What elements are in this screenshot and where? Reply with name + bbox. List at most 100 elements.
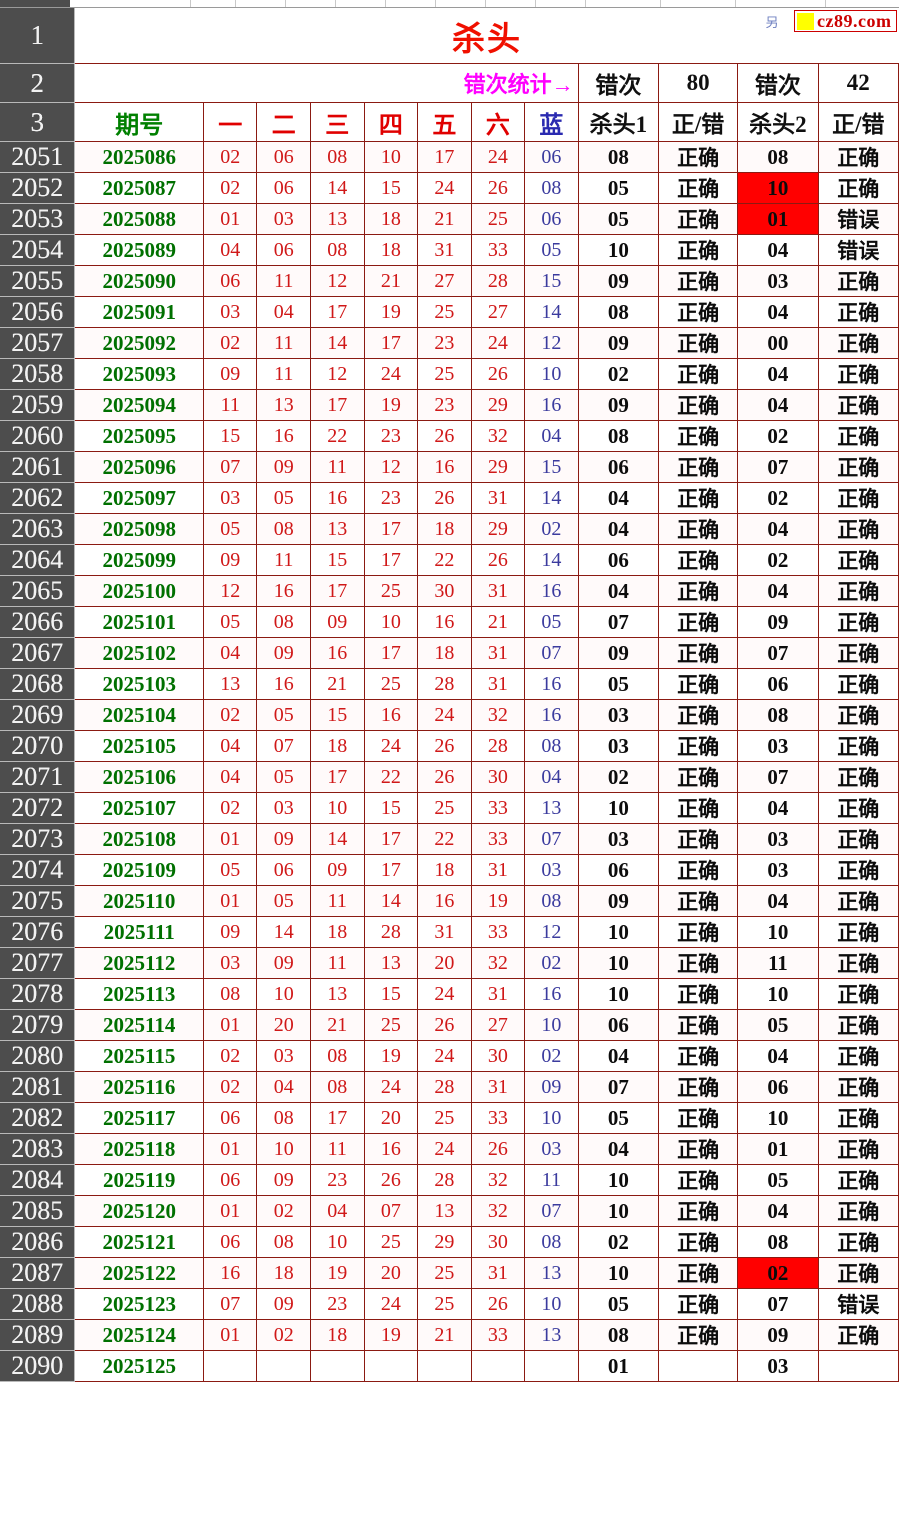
cell-issue[interactable]: 2025121 [74,1226,204,1258]
cell-issue[interactable]: 2025103 [74,668,204,700]
cell-issue[interactable]: 2025096 [74,451,204,483]
cell-issue[interactable]: 2025111 [74,916,204,948]
cell-issue[interactable]: 2025104 [74,699,204,731]
header-kill1-result[interactable]: 正/错 [657,102,739,142]
cell-ball-6: 33 [470,823,526,855]
header-kill1[interactable]: 杀头1 [577,102,659,142]
cell-ball-3: 08 [310,234,365,266]
cell-ball-blue: 06 [524,141,579,173]
cell-issue[interactable]: 2025100 [74,575,204,607]
sheet-row-number: 2077 [0,947,76,979]
cell-issue[interactable]: 2025088 [74,203,204,235]
cell-issue[interactable]: 2025089 [74,234,204,266]
header-ball-4[interactable]: 四 [363,102,419,142]
cell-issue[interactable]: 2025091 [74,296,204,328]
sheet-row-number: 2065 [0,575,76,607]
cell-issue[interactable]: 2025116 [74,1071,204,1103]
cell-ball-2: 04 [256,1071,312,1103]
cell-issue[interactable]: 2025098 [74,513,204,545]
cell-ball-5: 25 [417,296,472,328]
cell-ball-4: 19 [363,389,419,421]
cell-ball-1: 02 [202,1040,258,1072]
cell-ball-2: 05 [256,885,312,917]
header-ball-2[interactable]: 二 [256,102,312,142]
cell-ball-5: 16 [417,885,472,917]
cell-issue[interactable]: 2025115 [74,1040,204,1072]
cell-issue[interactable]: 2025101 [74,606,204,638]
cell-ball-2: 16 [256,668,312,700]
cell-ball-3: 12 [310,358,365,390]
header-ball-5[interactable]: 五 [417,102,472,142]
cell-ball-3: 19 [310,1257,365,1289]
cell-issue[interactable]: 2025092 [74,327,204,359]
cell-issue[interactable]: 2025114 [74,1009,204,1041]
cell-issue[interactable]: 2025093 [74,358,204,390]
cell-issue[interactable]: 2025099 [74,544,204,576]
cell-kill1: 04 [577,575,659,607]
header-issue[interactable]: 期号 [74,102,204,142]
cell-issue[interactable]: 2025090 [74,265,204,297]
cell-issue[interactable]: 2025120 [74,1195,204,1227]
cell-issue[interactable]: 2025112 [74,947,204,979]
cell-kill2: 02 [737,1257,819,1289]
cell-ball-blue: 13 [524,1257,579,1289]
table-row: 2083 2025118 01 10 11 16 24 26 03 04 正确 01 正确 [0,1133,899,1165]
cell-ball-1: 08 [202,978,258,1010]
cell-issue[interactable]: 2025105 [74,730,204,762]
header-ball-1[interactable]: 一 [202,102,258,142]
cell-issue[interactable]: 2025094 [74,389,204,421]
cell-kill1-result: 正确 [657,575,739,607]
cell-ball-4: 12 [363,451,419,483]
cell-ball-2: 08 [256,1226,312,1258]
table-row: 2065 2025100 12 16 17 25 30 31 16 04 正确 04 正确 [0,575,899,607]
header-ball-6[interactable]: 六 [470,102,526,142]
cell-ball-3: 17 [310,296,365,328]
header-kill2[interactable]: 杀头2 [737,102,819,142]
cell-issue[interactable]: 2025095 [74,420,204,452]
cell-ball-5: 17 [417,141,472,173]
sheet-row-number: 2085 [0,1195,76,1227]
cell-issue[interactable]: 2025118 [74,1133,204,1165]
header-ball-3[interactable]: 三 [310,102,365,142]
cell-kill2: 07 [737,451,819,483]
cell-issue[interactable]: 2025124 [74,1319,204,1351]
cell-issue[interactable]: 2025117 [74,1102,204,1134]
cell-kill2-result: 正确 [817,1226,899,1258]
cell-issue[interactable]: 2025107 [74,792,204,824]
cell-issue[interactable]: 2025087 [74,172,204,204]
cell-kill1: 04 [577,1133,659,1165]
cell-kill1: 08 [577,1319,659,1351]
cell-issue[interactable]: 2025110 [74,885,204,917]
cell-issue[interactable]: 2025109 [74,854,204,886]
cell-issue[interactable]: 2025102 [74,637,204,669]
cell-kill1: 09 [577,885,659,917]
cell-issue[interactable]: 2025106 [74,761,204,793]
cell-ball-6: 33 [470,792,526,824]
cell-ball-4: 19 [363,296,419,328]
header-ball-blue[interactable]: 蓝 [524,102,579,142]
cell-kill1: 03 [577,823,659,855]
cell-ball-2: 11 [256,358,312,390]
table-row: 2075 2025110 01 05 11 14 16 19 08 09 正确 04 正确 [0,885,899,917]
cell-ball-5: 16 [417,451,472,483]
header-kill2-result[interactable]: 正/错 [817,102,899,142]
cell-issue[interactable]: 2025123 [74,1288,204,1320]
site-logo[interactable]: cz89.com [794,10,897,32]
sheet-row-number: 2053 [0,203,76,235]
cell-ball-blue: 14 [524,296,579,328]
cell-ball-6: 31 [470,482,526,514]
cell-ball-blue: 08 [524,1226,579,1258]
cell-issue[interactable]: 2025125 [74,1350,204,1382]
cell-issue[interactable]: 2025086 [74,141,204,173]
cell-kill2: 07 [737,761,819,793]
cell-ball-1: 02 [202,172,258,204]
cell-issue[interactable]: 2025113 [74,978,204,1010]
cell-ball-blue: 16 [524,389,579,421]
cell-issue[interactable]: 2025108 [74,823,204,855]
cell-kill1: 03 [577,730,659,762]
cell-kill2-result: 正确 [817,358,899,390]
cell-kill1: 08 [577,141,659,173]
cell-issue[interactable]: 2025119 [74,1164,204,1196]
cell-issue[interactable]: 2025097 [74,482,204,514]
cell-issue[interactable]: 2025122 [74,1257,204,1289]
